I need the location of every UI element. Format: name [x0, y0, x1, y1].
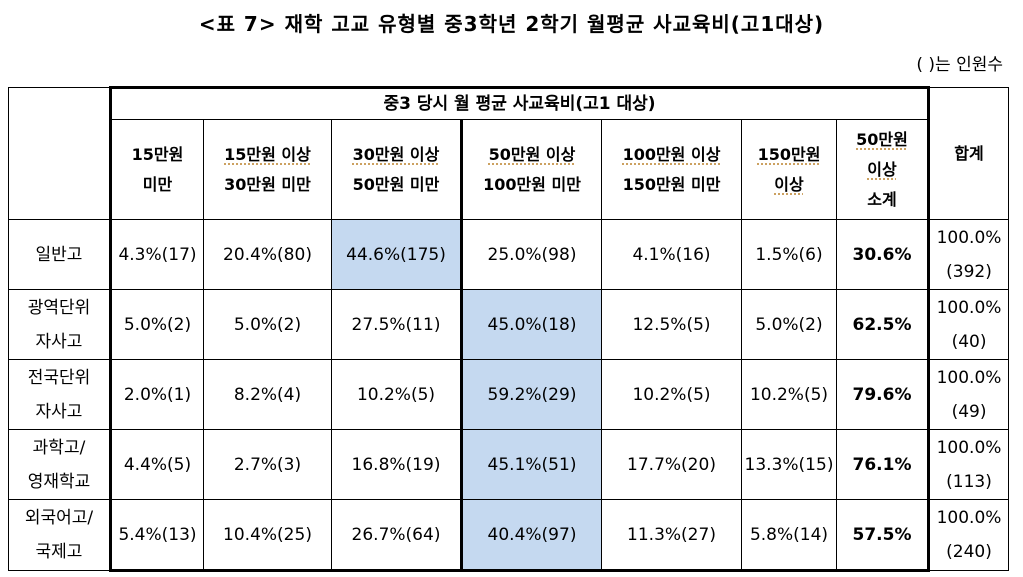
data-cell: 2.7%(3) — [203, 429, 332, 500]
table-row: 외국어고/국제고 5.4%(13) 10.4%(25) 26.7%(64) 40… — [8, 499, 1010, 572]
data-cell: 5.8%(14) — [741, 499, 837, 572]
data-cell: 4.4%(5) — [109, 429, 204, 500]
subtotal-cell: 79.6% — [835, 359, 931, 430]
row-label: 전국단위 자사고 — [8, 359, 111, 430]
data-cell: 5.0%(2) — [109, 289, 204, 360]
data-cell: 5.0%(2) — [203, 289, 332, 360]
data-cell: 10.2%(5) — [601, 359, 742, 430]
data-cell: 5.4%(13) — [109, 499, 204, 572]
subtotal-cell: 76.1% — [835, 429, 931, 500]
data-cell: 12.5%(5) — [601, 289, 742, 360]
total-cell: 100.0% (392) — [928, 219, 1010, 290]
data-cell-highlight: 45.1%(51) — [460, 429, 602, 500]
row-label: 외국어고/국제고 — [8, 499, 111, 571]
col-header-2: 30만원 이상 50만원 미만 — [331, 119, 462, 220]
col-header-0: 15만원 미만 — [109, 119, 204, 220]
count-note: ( )는 인원수 — [916, 55, 1003, 75]
data-cell: 11.3%(27) — [601, 499, 742, 572]
data-cell: 8.2%(4) — [203, 359, 332, 430]
data-cell: 10.4%(25) — [203, 499, 332, 572]
table-row: 일반고 4.3%(17) 20.4%(80) 44.6%(175) 25.0%(… — [8, 219, 1010, 290]
data-cell-highlight: 44.6%(175) — [331, 219, 462, 290]
total-cell: 100.0% (113) — [928, 429, 1010, 500]
data-cell: 27.5%(11) — [331, 289, 462, 360]
total-cell: 100.0% (49) — [928, 359, 1010, 430]
group-header: 중3 당시 월 평균 사교육비(고1 대상) — [108, 86, 931, 120]
data-cell: 4.3%(17) — [109, 219, 204, 290]
data-cell-highlight: 40.4%(97) — [460, 499, 602, 572]
total-cell: 100.0% (240) — [928, 499, 1010, 571]
data-cell: 20.4%(80) — [203, 219, 332, 290]
subtotal-cell: 62.5% — [835, 289, 931, 360]
col-header-6: 50만원 이상 소계 — [835, 119, 931, 220]
table-row: 과학고/영재학교 4.4%(5) 2.7%(3) 16.8%(19) 45.1%… — [8, 429, 1010, 500]
data-cell: 17.7%(20) — [601, 429, 742, 500]
subtotal-cell: 30.6% — [835, 219, 931, 290]
data-cell: 10.2%(5) — [741, 359, 837, 430]
table-row: 광역단위 자사고 5.0%(2) 5.0%(2) 27.5%(11) 45.0%(… — [8, 289, 1010, 360]
data-cell: 25.0%(98) — [460, 219, 602, 290]
subtotal-cell: 57.5% — [835, 499, 931, 572]
data-cell: 16.8%(19) — [331, 429, 462, 500]
col-header-5: 150만원 이상 — [741, 119, 837, 220]
corner-cell — [8, 87, 111, 220]
col-header-4: 100만원 이상 150만원 미만 — [601, 119, 742, 220]
data-cell-highlight: 59.2%(29) — [460, 359, 602, 430]
data-cell-highlight: 45.0%(18) — [460, 289, 602, 360]
data-cell: 2.0%(1) — [109, 359, 204, 430]
data-cell: 26.7%(64) — [331, 499, 462, 572]
data-cell: 4.1%(16) — [601, 219, 742, 290]
table-row: 전국단위 자사고 2.0%(1) 8.2%(4) 10.2%(5) 59.2%(2… — [8, 359, 1010, 430]
data-cell: 13.3%(15) — [741, 429, 837, 500]
row-label: 과학고/영재학교 — [8, 429, 111, 500]
total-header: 합계 — [928, 87, 1010, 220]
row-label: 광역단위 자사고 — [8, 289, 111, 360]
total-cell: 100.0% (40) — [928, 289, 1010, 360]
row-label: 일반고 — [8, 219, 111, 290]
cost-table: 중3 당시 월 평균 사교육비(고1 대상) 합계 15만원 미만 15만원 이상… — [8, 86, 1010, 572]
col-header-3: 50만원 이상 100만원 미만 — [460, 119, 602, 220]
data-cell: 1.5%(6) — [741, 219, 837, 290]
col-header-1: 15만원 이상 30만원 미만 — [203, 119, 332, 220]
data-cell: 10.2%(5) — [331, 359, 462, 430]
data-cell: 5.0%(2) — [741, 289, 837, 360]
table-title: <표 7> 재학 고교 유형별 중3학년 2학기 월평균 사교육비(고1대상) — [198, 12, 825, 36]
